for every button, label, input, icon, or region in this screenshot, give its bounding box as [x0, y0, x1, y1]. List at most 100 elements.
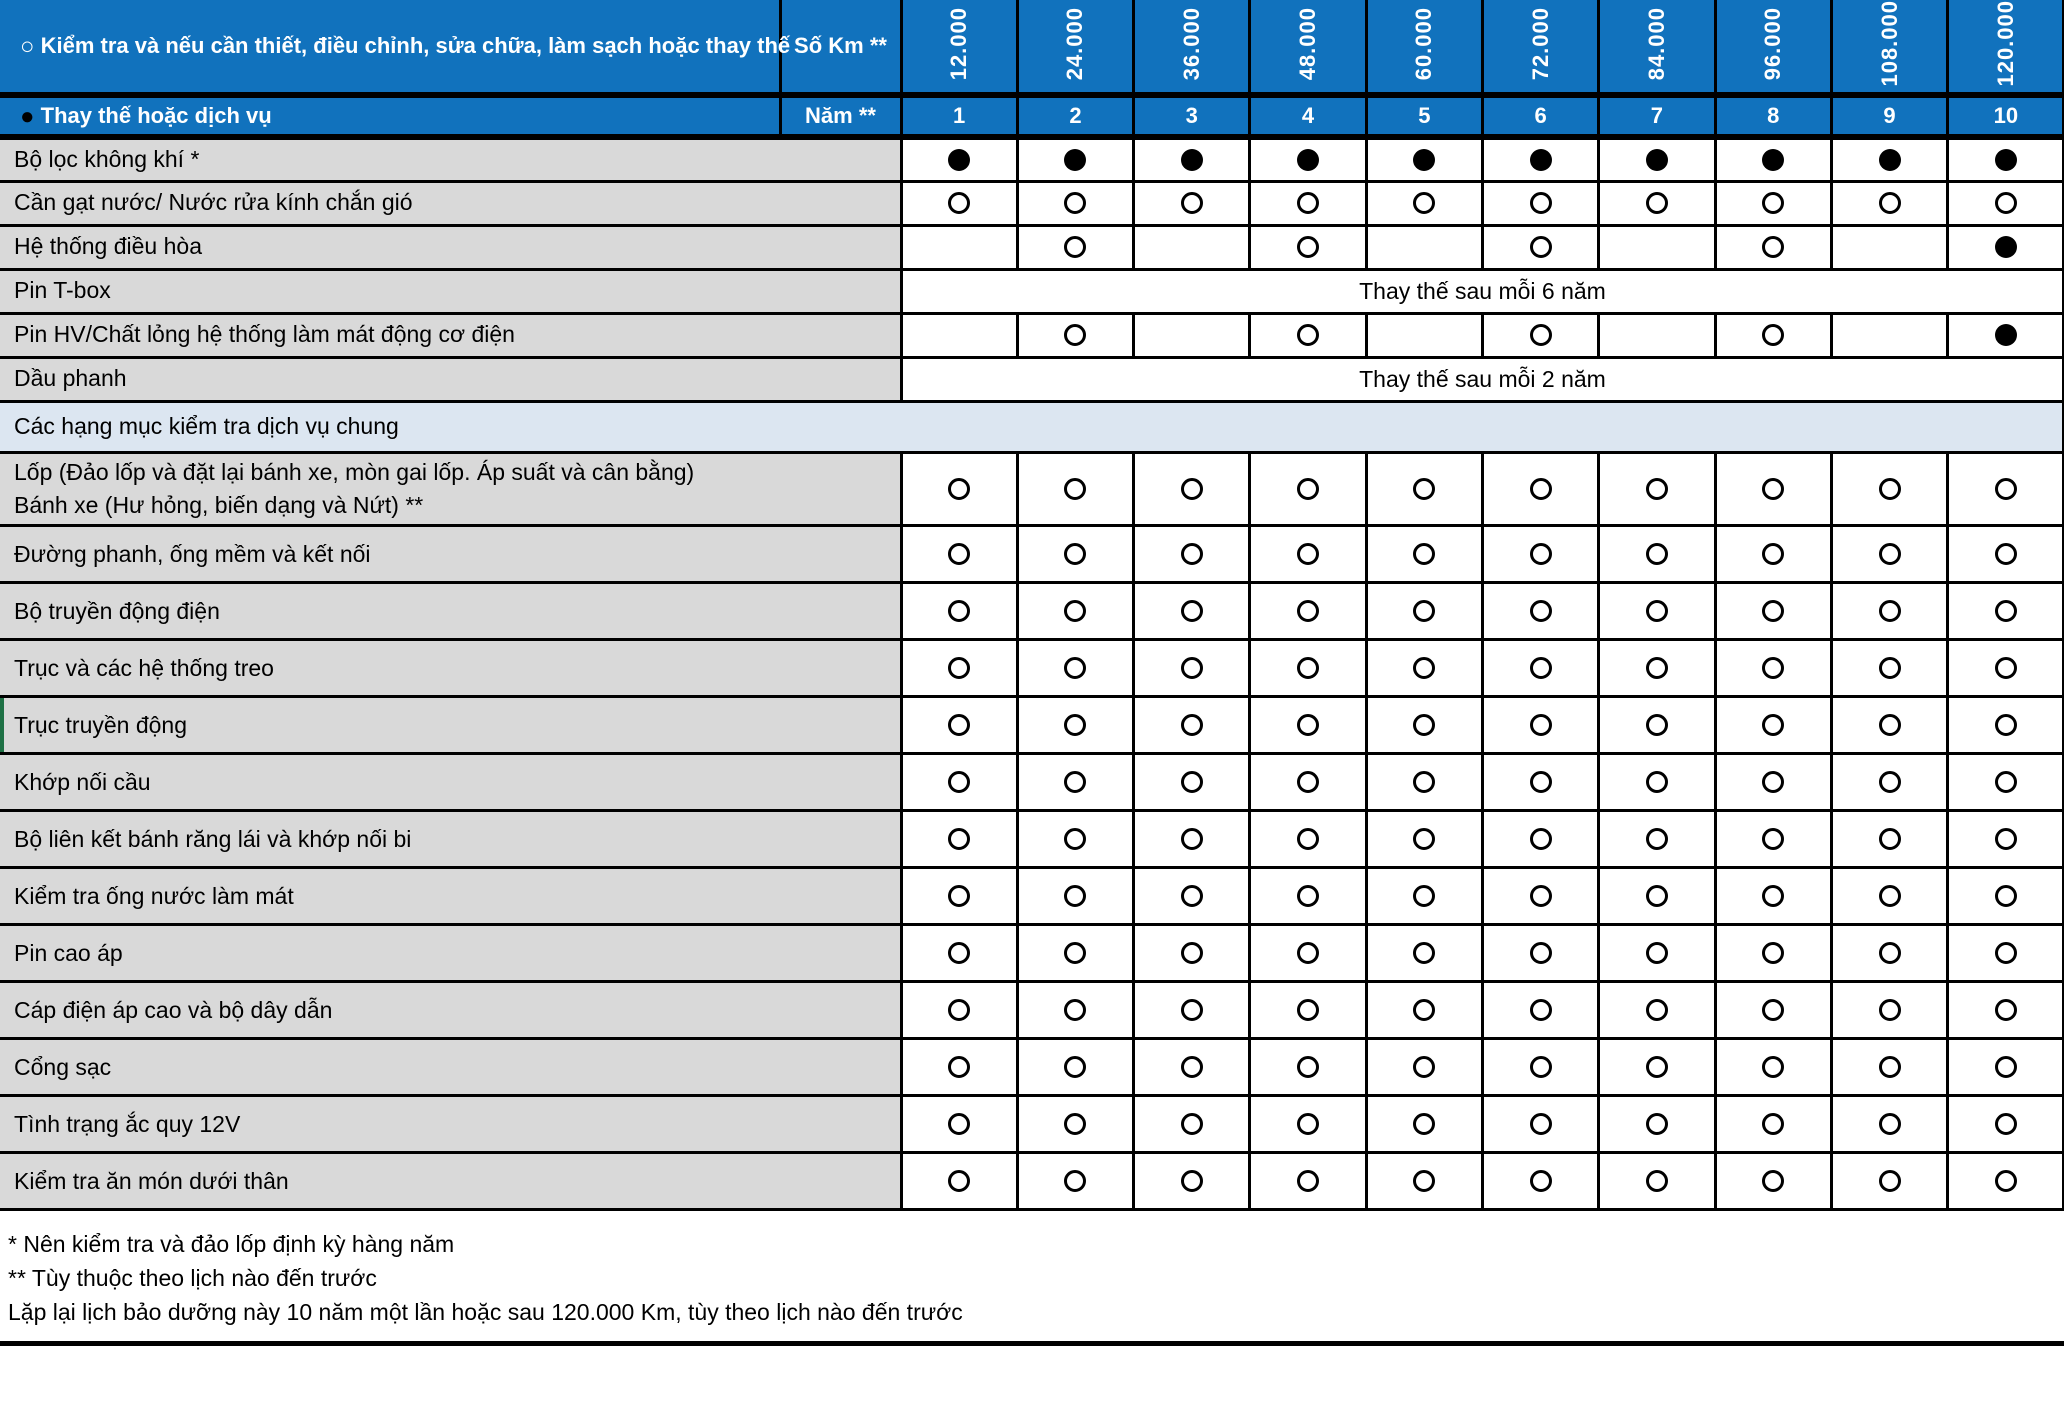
km-header-cell: 48.000: [1248, 0, 1368, 98]
open-circle-cell: [899, 809, 1019, 870]
open-circle-icon: [1878, 543, 1901, 566]
table-row: Khớp nối cầu: [0, 752, 2064, 813]
open-circle-icon: [1297, 1170, 1320, 1193]
open-circle-icon: [1064, 771, 1087, 794]
open-circle-icon: [1413, 477, 1436, 500]
open-circle-icon: [1529, 714, 1552, 737]
year-header-cell: 2: [1015, 93, 1136, 140]
open-circle-cell: [1597, 638, 1717, 699]
open-circle-cell: [899, 638, 1019, 699]
open-circle-cell: [899, 450, 1019, 528]
open-circle-cell: [1597, 866, 1717, 927]
open-circle-cell: [1713, 1151, 1833, 1212]
open-circle-cell: [1829, 980, 1950, 1041]
km-header-cell: 84.000: [1597, 0, 1717, 98]
open-circle-cell: [1597, 581, 1717, 642]
open-circle-cell: [1248, 923, 1368, 984]
year-header-cell: 4: [1248, 93, 1368, 140]
year-header-cell: 5: [1364, 93, 1484, 140]
open-circle-cell: [1597, 524, 1717, 585]
open-circle-cell: [1829, 809, 1950, 870]
filled-circle-icon: [1180, 148, 1203, 171]
open-circle-cell: [1480, 866, 1601, 927]
open-circle-cell: [899, 179, 1019, 227]
km-value-vertical-text: 12.000: [946, 6, 972, 81]
row-label-cell: Trục và các hệ thống treo: [0, 638, 903, 699]
open-circle-icon: [1762, 1170, 1785, 1193]
open-circle-icon: [1645, 1113, 1668, 1136]
open-circle-cell: [1946, 1094, 2064, 1155]
open-circle-cell: [1829, 1094, 1950, 1155]
open-circle-cell: [1132, 695, 1252, 756]
open-circle-icon: [948, 657, 971, 680]
open-circle-cell: [1480, 581, 1601, 642]
open-circle-icon: [1064, 942, 1087, 965]
open-circle-icon: [1413, 771, 1436, 794]
open-circle-cell: [899, 980, 1019, 1041]
open-circle-cell: [1480, 809, 1601, 870]
open-circle-cell: [1248, 866, 1368, 927]
filled-circle-cell: [899, 137, 1019, 183]
open-circle-cell: [1713, 1037, 1833, 1098]
open-circle-icon: [1994, 192, 2017, 214]
km-header-cell: 12.000: [899, 0, 1019, 98]
open-circle-icon: [1994, 885, 2017, 908]
open-circle-cell: [1248, 638, 1368, 699]
open-circle-cell: [1946, 809, 2064, 870]
row-label-cell: Cổng sạc: [0, 1037, 903, 1098]
open-circle-icon: [1297, 771, 1320, 794]
year-header-cell: 1: [899, 93, 1019, 140]
open-circle-icon: [1762, 942, 1785, 965]
open-circle-icon: [1994, 657, 2017, 680]
open-circle-cell: [1829, 752, 1950, 813]
table-row: Cần gạt nước/ Nước rửa kính chắn gió: [0, 179, 2064, 227]
open-circle-icon: [1529, 657, 1552, 680]
open-circle-icon: [1413, 885, 1436, 908]
open-circle-cell: [1015, 980, 1136, 1041]
open-circle-cell: [1597, 450, 1717, 528]
open-circle-cell: [1597, 1094, 1717, 1155]
open-circle-cell: [899, 866, 1019, 927]
open-circle-cell: [1132, 923, 1252, 984]
km-header-cell: 108.000: [1829, 0, 1950, 98]
filled-circle-icon: [1645, 148, 1668, 171]
open-circle-cell: [1946, 1037, 2064, 1098]
km-label-cell: Số Km **: [778, 0, 903, 98]
km-header-cell: 120.000: [1946, 0, 2064, 98]
open-circle-icon: [1180, 600, 1203, 623]
legend-replace-text: Thay thế hoặc dịch vụ: [40, 103, 272, 128]
open-circle-cell: [1015, 752, 1136, 813]
open-circle-icon: [1878, 1170, 1901, 1193]
open-circle-cell: [1015, 450, 1136, 528]
filled-circle-cell: [1597, 137, 1717, 183]
open-circle-icon: [1878, 192, 1901, 214]
open-circle-cell: [899, 1094, 1019, 1155]
open-circle-cell: [1364, 1094, 1484, 1155]
open-circle-cell: [1480, 638, 1601, 699]
open-circle-icon: [1064, 999, 1087, 1022]
open-circle-cell: [1015, 866, 1136, 927]
open-circle-cell: [1829, 581, 1950, 642]
table-row: Tình trạng ắc quy 12V: [0, 1094, 2064, 1155]
open-circle-cell: [1829, 1037, 1950, 1098]
year-header-cell: 3: [1132, 93, 1252, 140]
table-row: Bộ liên kết bánh răng lái và khớp nối bi: [0, 809, 2064, 870]
open-circle-icon: [1064, 885, 1087, 908]
row-label-cell: Tình trạng ắc quy 12V: [0, 1094, 903, 1155]
open-circle-icon: [1064, 600, 1087, 623]
open-circle-cell: [1480, 752, 1601, 813]
open-circle-cell: [1946, 1151, 2064, 1212]
filled-circle-icon: [1762, 148, 1785, 171]
open-circle-cell: [1713, 311, 1833, 359]
open-circle-icon: [1297, 192, 1320, 214]
open-circle-icon: [948, 543, 971, 566]
open-circle-cell: [1713, 923, 1833, 984]
open-circle-icon: [1413, 714, 1436, 737]
open-circle-icon: [1762, 714, 1785, 737]
open-circle-icon: [1297, 1113, 1320, 1136]
open-circle-cell: [1480, 223, 1601, 271]
km-value-vertical-text: 84.000: [1643, 6, 1669, 81]
open-circle-icon: [1413, 999, 1436, 1022]
year-header-cell: 8: [1713, 93, 1833, 140]
open-circle-cell: [1132, 980, 1252, 1041]
